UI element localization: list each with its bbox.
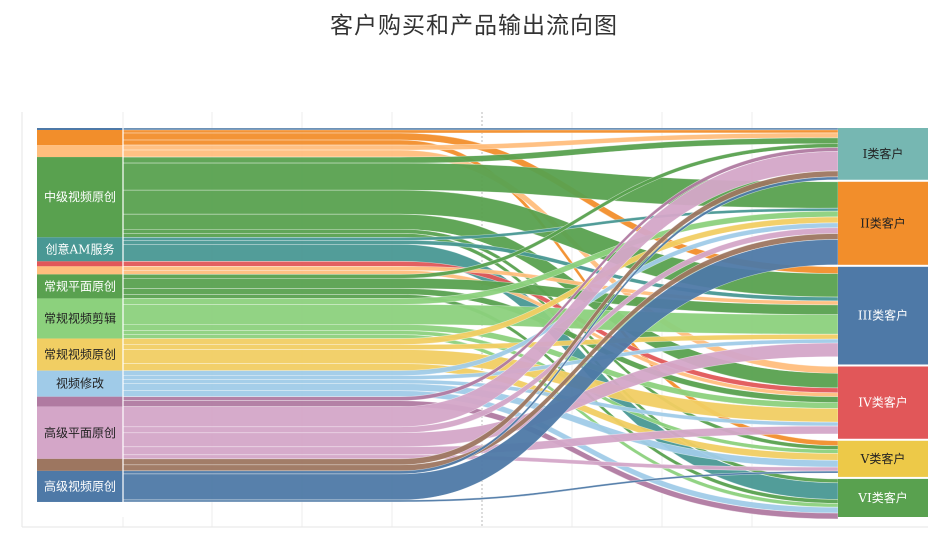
source-node-s9: [37, 338, 123, 371]
target-label-t2: II类客户: [860, 215, 905, 230]
source-node-s11: [37, 396, 123, 407]
source-node-s14: [37, 470, 123, 502]
source-node-s4: [37, 237, 123, 262]
target-node-t3: [838, 266, 928, 365]
source-node-s0: [37, 128, 123, 131]
target-label-t1: I类客户: [863, 146, 904, 161]
target-node-t5: [838, 440, 928, 477]
target-label-t6: VI类客户: [857, 490, 907, 505]
flow-s14-t1: [122, 176, 839, 475]
target-label-t5: V类客户: [860, 451, 906, 466]
source-node-s3: [37, 157, 123, 238]
flow-s1-t1: [122, 129, 839, 134]
source-label-s7: 常规平面原创: [44, 278, 116, 293]
source-label-s8: 常规视频剪辑: [44, 310, 116, 325]
source-label-s9: 常规视频原创: [44, 347, 116, 362]
source-label-s3: 中级视频原创: [44, 189, 116, 204]
source-node-s6: [37, 266, 123, 275]
flow-group: [122, 127, 839, 520]
source-node-s10: [37, 370, 123, 397]
source-node-s1: [37, 130, 123, 146]
source-node-s2: [37, 145, 123, 158]
node-labels: 中级视频原创创意AM服务常规平面原创常规视频剪辑常规视频原创视频修改高级平面原创…: [44, 146, 908, 505]
target-node-t1: [838, 128, 928, 180]
source-node-s7: [37, 274, 123, 299]
source-label-s10: 视频修改: [56, 376, 104, 391]
source-node-s5: [37, 261, 123, 267]
source-node-s8: [37, 298, 123, 339]
target-node-t6: [838, 478, 928, 517]
target-label-t4: IV类客户: [858, 395, 907, 410]
source-node-s13: [37, 458, 123, 471]
target-nodes: [838, 128, 928, 517]
source-label-s12: 高级平面原创: [44, 425, 116, 440]
source-nodes: [37, 128, 124, 517]
target-node-t4: [838, 366, 928, 439]
target-node-t2: [838, 181, 928, 265]
flow-s14-t2: [122, 239, 839, 501]
source-label-s14: 高级视频原创: [44, 478, 116, 493]
source-label-s4: 创意AM服务: [46, 241, 115, 256]
target-label-t3: III类客户: [858, 308, 908, 323]
source-node-s12: [37, 406, 123, 459]
chart-title: 客户购买和产品输出流向图: [330, 13, 618, 39]
